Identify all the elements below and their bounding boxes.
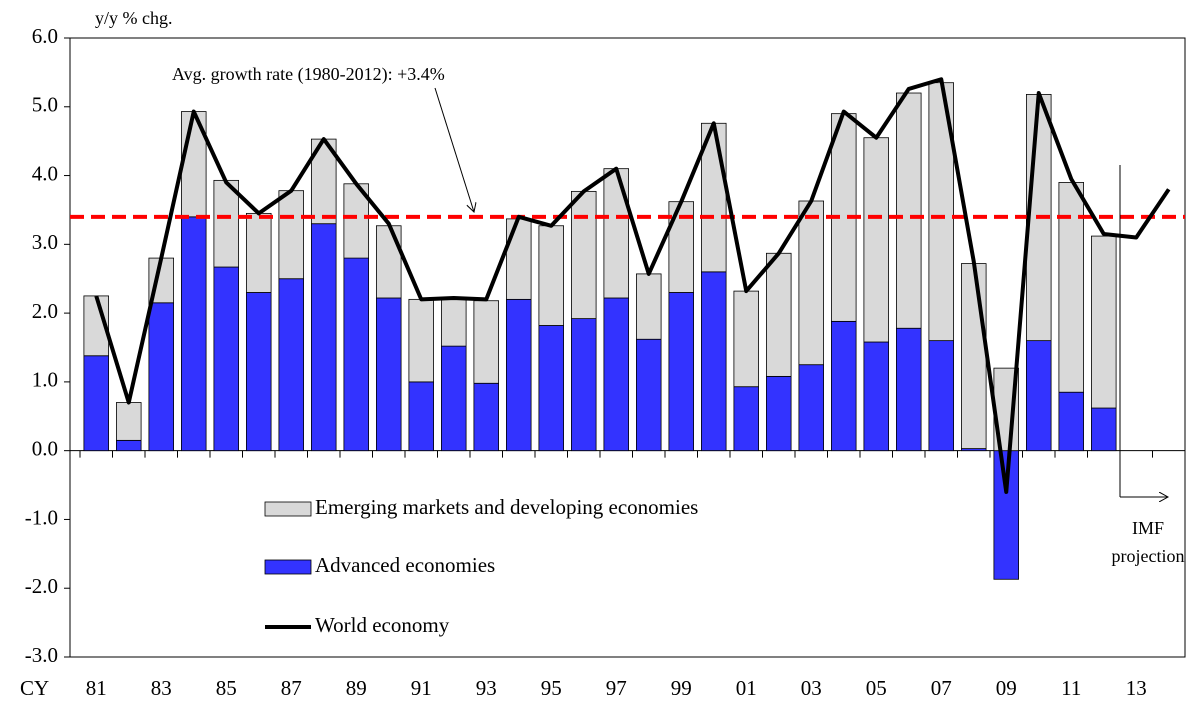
bar (896, 92, 922, 329)
x-tick-label: 89 (346, 676, 367, 700)
bar (473, 300, 499, 384)
bar (505, 298, 532, 452)
bar (831, 320, 857, 452)
bar (896, 327, 922, 452)
y-tick-label: -2.0 (25, 574, 58, 598)
bar (440, 345, 467, 452)
bar (440, 297, 467, 347)
bar (310, 223, 337, 452)
y-axis-label: y/y % chg. (95, 8, 172, 28)
bar (408, 381, 434, 452)
projection-label: projection (1112, 546, 1185, 566)
y-tick-label: -1.0 (25, 505, 58, 529)
y-tick-label: 4.0 (32, 161, 58, 185)
legend-label: Advanced economies (315, 553, 495, 577)
legend-swatch (264, 501, 312, 517)
bar (798, 364, 825, 452)
projection-label: IMF (1132, 518, 1164, 538)
bar (1091, 407, 1117, 452)
bar (245, 212, 272, 293)
bar (473, 382, 499, 452)
x-axis-label: CY (20, 676, 49, 700)
x-tick-label: 07 (931, 676, 952, 700)
bar (1091, 235, 1117, 409)
bar (1026, 340, 1052, 452)
x-tick-label: 93 (476, 676, 497, 700)
bar (863, 341, 890, 452)
bar (538, 325, 565, 452)
bar (83, 355, 110, 452)
y-tick-label: 2.0 (32, 299, 58, 323)
bar (863, 137, 890, 343)
y-tick-label: 6.0 (32, 24, 58, 48)
x-tick-label: 97 (606, 676, 627, 700)
x-tick-label: 85 (216, 676, 237, 700)
bar (213, 266, 239, 452)
bar (343, 257, 369, 452)
y-tick-label: -3.0 (25, 643, 58, 667)
bar (375, 297, 402, 452)
bar (245, 292, 272, 452)
bar (766, 375, 792, 452)
x-tick-label: 09 (996, 676, 1017, 700)
x-tick-label: 01 (736, 676, 757, 700)
bar (148, 302, 174, 452)
bar (116, 402, 142, 441)
x-tick-label: 81 (86, 676, 107, 700)
bar (733, 290, 760, 388)
bar (408, 298, 434, 383)
legend-label: World economy (315, 613, 450, 637)
bar (603, 168, 630, 299)
bar (798, 200, 825, 366)
x-tick-label: 91 (411, 676, 432, 700)
x-tick-label: 05 (866, 676, 887, 700)
bar (116, 439, 142, 452)
bar (571, 190, 597, 320)
world-line (94, 77, 1171, 494)
bar (375, 225, 402, 299)
x-tick-label: 95 (541, 676, 562, 700)
bar (961, 263, 987, 450)
bar (278, 278, 304, 452)
y-tick-label: 1.0 (32, 368, 58, 392)
bar (1058, 182, 1085, 393)
x-tick-label: 11 (1061, 676, 1081, 700)
plot-frame (69, 37, 1186, 658)
x-tick-label: 99 (671, 676, 692, 700)
bar (766, 252, 792, 377)
average-label: Avg. growth rate (1980-2012): +3.4% (172, 64, 445, 85)
bar (505, 218, 532, 300)
bar (180, 216, 207, 452)
legend-label: Emerging markets and developing economie… (315, 495, 698, 519)
bar (928, 340, 955, 452)
average-arrow (434, 87, 474, 212)
x-tick-label: 13 (1126, 676, 1147, 700)
y-tick-label: 5.0 (32, 93, 58, 117)
bar (733, 386, 760, 452)
y-tick-label: 0.0 (32, 436, 58, 460)
x-tick-label: 83 (151, 676, 172, 700)
bar (668, 292, 695, 452)
bar (538, 225, 565, 326)
bar (636, 338, 662, 452)
bar (278, 190, 304, 280)
y-tick-label: 3.0 (32, 230, 58, 254)
bar (603, 297, 630, 452)
legend-swatch (264, 559, 312, 575)
x-tick-label: 03 (801, 676, 822, 700)
bar (636, 273, 662, 340)
bar (701, 271, 727, 452)
bar (1058, 391, 1085, 452)
bar (571, 318, 597, 452)
x-tick-label: 87 (281, 676, 302, 700)
